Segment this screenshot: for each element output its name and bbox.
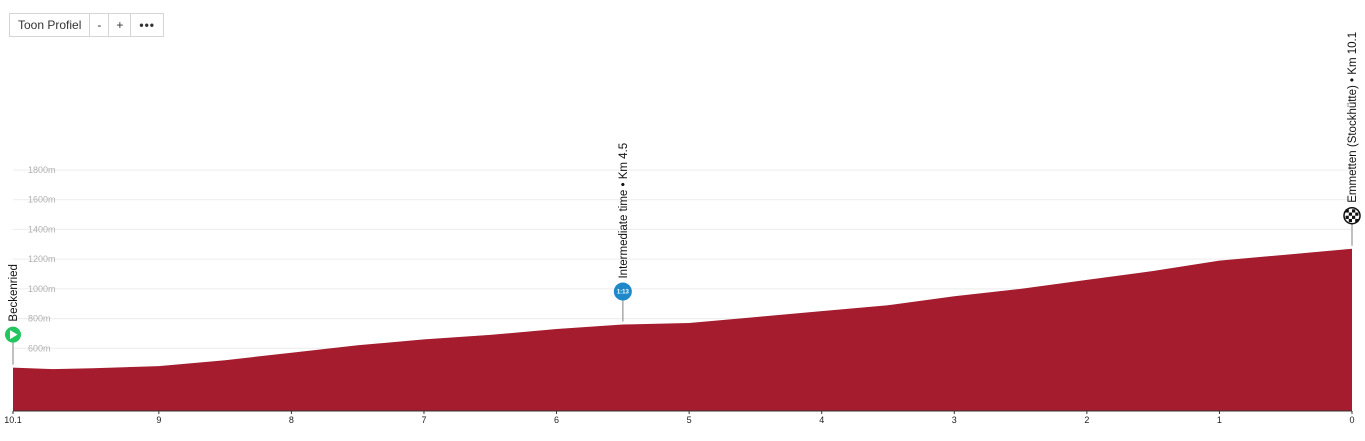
intermediate-time-icon [613, 282, 632, 301]
toolbar: Toon Profiel - + ••• [9, 13, 164, 37]
more-options-button[interactable]: ••• [139, 18, 155, 32]
x-tick-label: 1 [1217, 415, 1222, 425]
x-tick-label: 9 [156, 415, 161, 425]
checker-square [1348, 218, 1352, 223]
checker-square [1355, 212, 1359, 216]
checker-square [1345, 209, 1349, 213]
annotation-label: Emmetten (Stockhütte) • Km 10.1 [1347, 32, 1359, 203]
x-tick-label: 2 [1084, 415, 1089, 425]
y-tick-label: 800m [28, 314, 51, 324]
y-tick-label: 1200m [28, 254, 56, 264]
x-tick-label: 0 [1349, 415, 1354, 425]
annotation-label: Intermediate time • Km 4.5 [618, 143, 630, 279]
x-tick-label: 6 [554, 415, 559, 425]
y-tick-label: 1600m [28, 195, 56, 205]
zoom-in-button[interactable]: + [109, 14, 132, 36]
y-tick-label: 600m [28, 343, 51, 353]
y-axis: 400m600m800m1000m1200m1400m1600m1800m [28, 165, 56, 383]
checker-square [1352, 215, 1356, 219]
checker-square [1352, 209, 1356, 213]
x-axis: 10.1 9 8 7 6 5 4 3 2 1 0 [4, 411, 1355, 425]
x-tick-label: 3 [952, 415, 957, 425]
checker-square [1355, 218, 1359, 223]
intermediate-marker-text: 1:13 [617, 290, 630, 296]
x-tick-label: 4 [819, 415, 824, 425]
grid-lines [13, 169, 1352, 379]
play-icon [10, 330, 18, 340]
annotations: Beckenried 1:13 Intermediate time • Km 4.5… [5, 32, 1361, 365]
show-profile-button[interactable]: Toon Profiel [10, 14, 91, 36]
elevation-profile-area [13, 248, 1352, 411]
zoom-out-button[interactable]: - [90, 14, 110, 36]
checker-square [1345, 215, 1349, 219]
x-tick-label: 5 [687, 415, 692, 425]
annotation-start[interactable]: Beckenried [5, 264, 21, 365]
y-tick-label: 1400m [28, 224, 56, 234]
y-tick-label: 1800m [28, 165, 56, 175]
annotation-finish[interactable]: Emmetten (Stockhütte) • Km 10.1 [1343, 32, 1361, 246]
y-tick-label: 1000m [28, 284, 56, 294]
checker-square [1348, 212, 1352, 216]
x-tick-label: 10.1 [4, 415, 22, 425]
x-tick-label: 8 [289, 415, 294, 425]
annotation-label: Beckenried [8, 264, 20, 322]
annotation-intermediate[interactable]: 1:13 Intermediate time • Km 4.5 [613, 143, 632, 322]
x-tick-label: 7 [421, 415, 426, 425]
